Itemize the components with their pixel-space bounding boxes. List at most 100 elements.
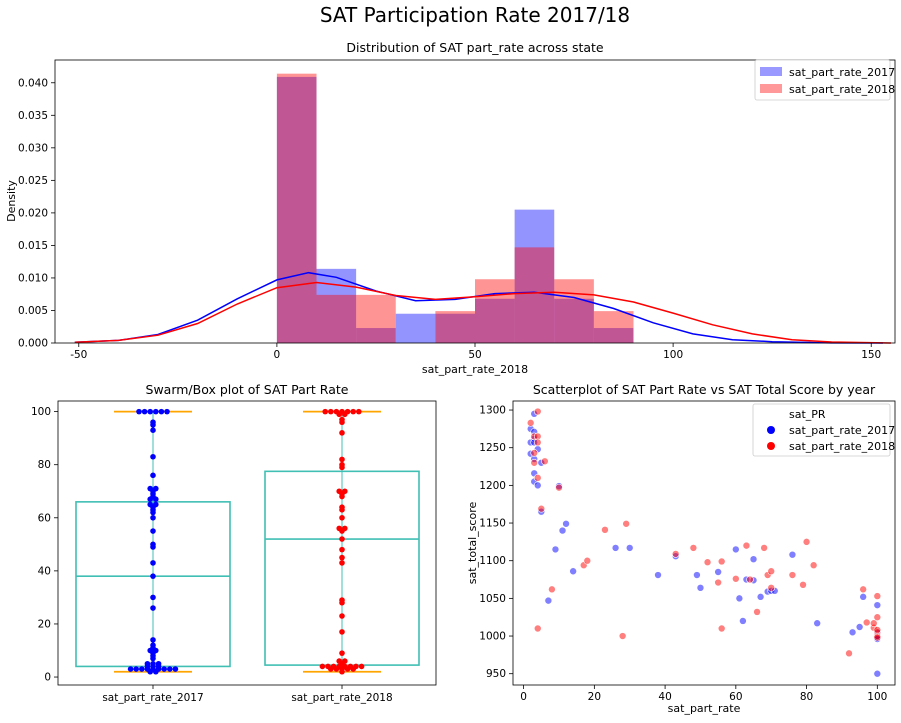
swarm-point-sat_part_rate_2018 (339, 514, 345, 521)
swarm-x-ticks: sat_part_rate_2017 sat_part_rate_2018 (102, 685, 393, 704)
scatter-point-sat_part_rate_2017 (693, 571, 701, 579)
hist-xtick-label: 50 (468, 349, 481, 361)
swarm-point-sat_part_rate_2018 (342, 525, 348, 532)
swarm-point-sat_part_rate_2018 (350, 408, 357, 415)
swarm-point-sat_part_rate_2018 (358, 663, 365, 670)
swarm-point-sat_part_rate_2017 (164, 408, 170, 415)
scatter-point-sat_part_rate_2018 (555, 483, 563, 492)
swarm-point-sat_part_rate_2017 (150, 573, 156, 579)
scatter-panel: Scatterplot of SAT Part Rate vs SAT Tota… (466, 382, 896, 715)
swarm-point-sat_part_rate_2017 (158, 408, 165, 415)
hist-xtick-label: 100 (663, 349, 683, 361)
scatter-point-sat_part_rate_2017 (714, 568, 722, 576)
swarm-ytick-label: 100 (31, 406, 51, 418)
swarm-point-sat_part_rate_2018 (330, 663, 337, 670)
scatter-point-sat_part_rate_2017 (732, 545, 740, 554)
scatter-point-sat_part_rate_2017 (551, 545, 560, 554)
kde-line-sat_part_rate_2017 (74, 271, 884, 344)
scatter-point-sat_part_rate_2017 (859, 593, 867, 601)
hist-bar-sat_part_rate_2017-7 (554, 298, 594, 343)
scatter-legend-marker-2017 (767, 426, 775, 434)
swarm-ytick-label: 40 (38, 565, 51, 577)
swarm-point-sat_part_rate_2018 (333, 408, 340, 415)
hist-bar-sat_part_rate_2017-0 (276, 76, 317, 343)
swarm-point-sat_part_rate_2018 (342, 488, 348, 495)
scatter-ytick-label: 1200 (479, 480, 506, 492)
swarm-point-sat_part_rate_2017 (150, 637, 156, 643)
scatter-point-sat_part_rate_2018 (742, 541, 751, 550)
scatter-ytick-label: 1000 (479, 631, 506, 643)
swarm-point-sat_part_rate_2018 (339, 560, 345, 566)
hist-ytick-label: 0.025 (18, 175, 48, 187)
scatter-point-sat_part_rate_2018 (689, 544, 698, 552)
swarm-point-sat_part_rate_2018 (339, 629, 345, 635)
swarm-point-sat_part_rate_2017 (161, 666, 167, 672)
swarm-point-sat_part_rate_2018 (328, 408, 334, 415)
swarm-point-sat_part_rate_2018 (339, 504, 345, 510)
legend-swatch-2017 (760, 67, 782, 76)
scatter-point-sat_part_rate_2017 (735, 594, 744, 603)
histogram-bars (276, 73, 634, 343)
hist-bar-sat_part_rate_2018-6 (554, 279, 594, 343)
swarm-point-sat_part_rate_2017 (150, 528, 156, 534)
swarm-ytick-label: 80 (38, 459, 51, 471)
scatter-point-sat_part_rate_2018 (618, 632, 627, 640)
scatter-xtick-label: 80 (800, 691, 813, 703)
scatter-point-sat_part_rate_2017 (848, 628, 857, 637)
hist-bar-sat_part_rate_2017-6 (514, 209, 555, 343)
hist-ytick-label: 0.015 (18, 240, 48, 252)
scatter-xtick-label: 40 (658, 691, 671, 703)
scatter-point-sat_part_rate_2018 (530, 449, 539, 457)
hist-ytick-label: 0.000 (18, 338, 48, 350)
scatter-point-sat_part_rate_2018 (799, 581, 807, 589)
swarm-point-sat_part_rate_2018 (319, 663, 326, 670)
scatter-xlabel: sat_part_rate (668, 702, 741, 715)
swarm-point-sat_part_rate_2017 (150, 453, 156, 460)
swarm-point-sat_part_rate_2017 (150, 514, 156, 521)
swarm-point-sat_part_rate_2018 (336, 525, 343, 532)
scatter-point-sat_part_rate_2018 (753, 608, 761, 616)
swarm-point-sat_part_rate_2018 (339, 546, 345, 553)
swarm-point-sat_part_rate_2017 (144, 660, 151, 667)
scatter-point-sat_part_rate_2018 (717, 624, 726, 633)
scatter-point-sat_part_rate_2017 (813, 619, 821, 628)
swarm-box-panel: Swarm/Box plot of SAT Part Rate 0 20 40 60 8… (31, 382, 437, 704)
hist-bar-sat_part_rate_2018-5 (514, 247, 555, 343)
scatter-ylabel: sat_total_score (466, 502, 479, 585)
scatter-point-sat_part_rate_2017 (749, 555, 758, 563)
scatter-point-sat_part_rate_2018 (583, 556, 592, 565)
scatter-ytick-label: 1150 (479, 518, 506, 530)
scatter-point-sat_part_rate_2017 (654, 571, 662, 579)
swarm-point-sat_part_rate_2018 (339, 430, 345, 436)
legend-label-2018: sat_part_rate_2018 (789, 83, 895, 96)
swarm-point-sat_part_rate_2017 (139, 666, 145, 672)
scatter-point-sat_part_rate_2018 (873, 592, 882, 600)
hist-xtick-label: -50 (70, 349, 87, 361)
swarm-point-sat_part_rate_2018 (339, 456, 345, 463)
swarm-points (127, 408, 365, 675)
scatter-point-sat_part_rate_2017 (756, 593, 765, 601)
scatter-point-sat_part_rate_2018 (541, 457, 549, 466)
histogram-title: Distribution of SAT part_rate across sta… (346, 40, 604, 55)
scatter-ytick-label: 1100 (479, 555, 506, 567)
scatter-point-sat_part_rate_2018 (671, 550, 680, 558)
hist-bar-sat_part_rate_2018-2 (356, 294, 396, 343)
swarm-ytick-label: 0 (44, 672, 51, 684)
hist-xtick-label: 0 (274, 349, 281, 361)
histogram-y-ticks: 0.000 0.005 0.010 0.015 0.020 0.025 0.030 0.035… (18, 77, 55, 350)
scatter-point-sat_part_rate_2018 (845, 649, 853, 658)
scatter-point-sat_part_rate_2018 (746, 575, 754, 584)
scatter-point-sat_part_rate_2018 (809, 561, 818, 570)
swarm-ytick-label: 60 (38, 512, 51, 524)
swarm-point-sat_part_rate_2018 (336, 488, 343, 495)
swarm-point-sat_part_rate_2017 (127, 666, 134, 672)
scatter-legend: sat_PR sat_part_rate_2017 sat_part_rate_… (752, 403, 895, 457)
scatter-point-sat_part_rate_2017 (544, 596, 553, 605)
scatter-point-sat_part_rate_2018 (601, 526, 609, 534)
scatter-point-sat_part_rate_2018 (873, 626, 882, 634)
swarm-point-sat_part_rate_2017 (147, 408, 153, 415)
scatter-xtick-label: 20 (588, 691, 601, 703)
scatter-x-ticks: 0 20 40 60 80 100 (520, 685, 887, 703)
scatter-point-sat_part_rate_2018 (717, 557, 726, 566)
scatter-point-sat_part_rate_2018 (533, 438, 542, 447)
